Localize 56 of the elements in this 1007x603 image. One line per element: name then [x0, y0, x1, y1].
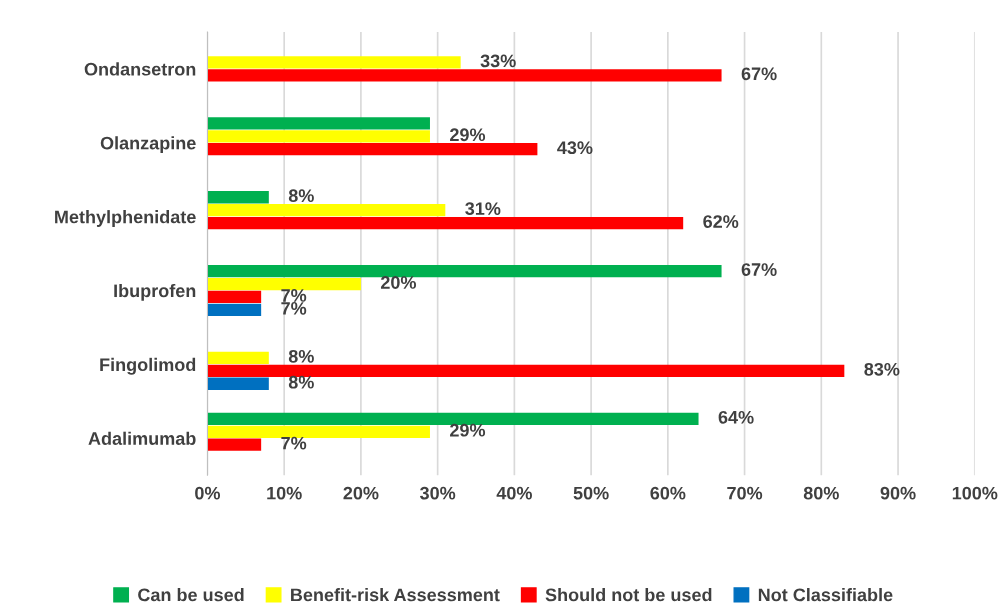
x-tick-label: 40%: [496, 486, 532, 500]
legend-label: Benefit-risk Assessment: [291, 588, 500, 602]
legend-label: Can be used: [138, 588, 244, 602]
data-label: 43%: [557, 141, 593, 155]
bar: [207, 438, 262, 451]
bar: [207, 303, 262, 317]
y-tick-label: Methylphenidate: [55, 210, 196, 227]
x-tick-label: 20%: [343, 486, 379, 500]
bar: [207, 377, 269, 390]
data-label: 64%: [718, 410, 754, 424]
y-tick-label: Olanzapine: [100, 136, 196, 154]
legend-label: Not Classifiable: [758, 588, 893, 602]
bar: [207, 412, 699, 425]
bar: [207, 216, 684, 230]
bar: [207, 264, 722, 278]
data-label: 62%: [703, 215, 739, 228]
y-tick-label: Adalimumab: [88, 431, 196, 445]
data-label: 8%: [288, 375, 314, 389]
y-tick-label: Ondansetron: [84, 62, 196, 76]
y-tick-label: Fingolimod: [100, 357, 196, 375]
data-label: 31%: [465, 202, 501, 216]
data-label: 33%: [480, 54, 516, 68]
x-tick-label: 30%: [419, 486, 456, 500]
data-label: 7%: [281, 289, 307, 302]
bar: [207, 204, 446, 217]
data-label: 67%: [741, 263, 777, 276]
data-label: 83%: [864, 362, 900, 376]
bar: [207, 364, 845, 377]
bar: [207, 425, 430, 438]
bar: [207, 117, 430, 130]
data-label: 7%: [281, 436, 307, 450]
bar: [207, 191, 269, 204]
legend-label: Should not be used: [545, 588, 712, 602]
x-tick-label: 50%: [573, 486, 609, 500]
x-tick-label: 90%: [880, 486, 916, 500]
x-tick-label: 80%: [803, 486, 839, 500]
bar: [207, 290, 262, 304]
bar: [207, 69, 722, 82]
data-label: 29%: [450, 128, 486, 142]
bar: [207, 143, 538, 156]
bar: [207, 56, 461, 69]
data-label: 7%: [281, 301, 307, 315]
data-label: 8%: [288, 349, 314, 363]
x-tick-label: 70%: [727, 486, 763, 500]
y-tick-label: Ibuprofen: [114, 283, 196, 301]
x-tick-label: 10%: [267, 486, 302, 500]
bar: [207, 130, 430, 143]
data-label: 67%: [741, 67, 777, 81]
data-label: 20%: [380, 276, 417, 289]
data-label: 8%: [288, 189, 314, 203]
x-tick-label: 100%: [952, 486, 998, 500]
bar: [207, 351, 269, 365]
data-label: 29%: [450, 423, 486, 437]
bar: [207, 277, 361, 291]
x-tick-label: 0%: [195, 486, 221, 500]
x-tick-label: 60%: [650, 486, 686, 500]
